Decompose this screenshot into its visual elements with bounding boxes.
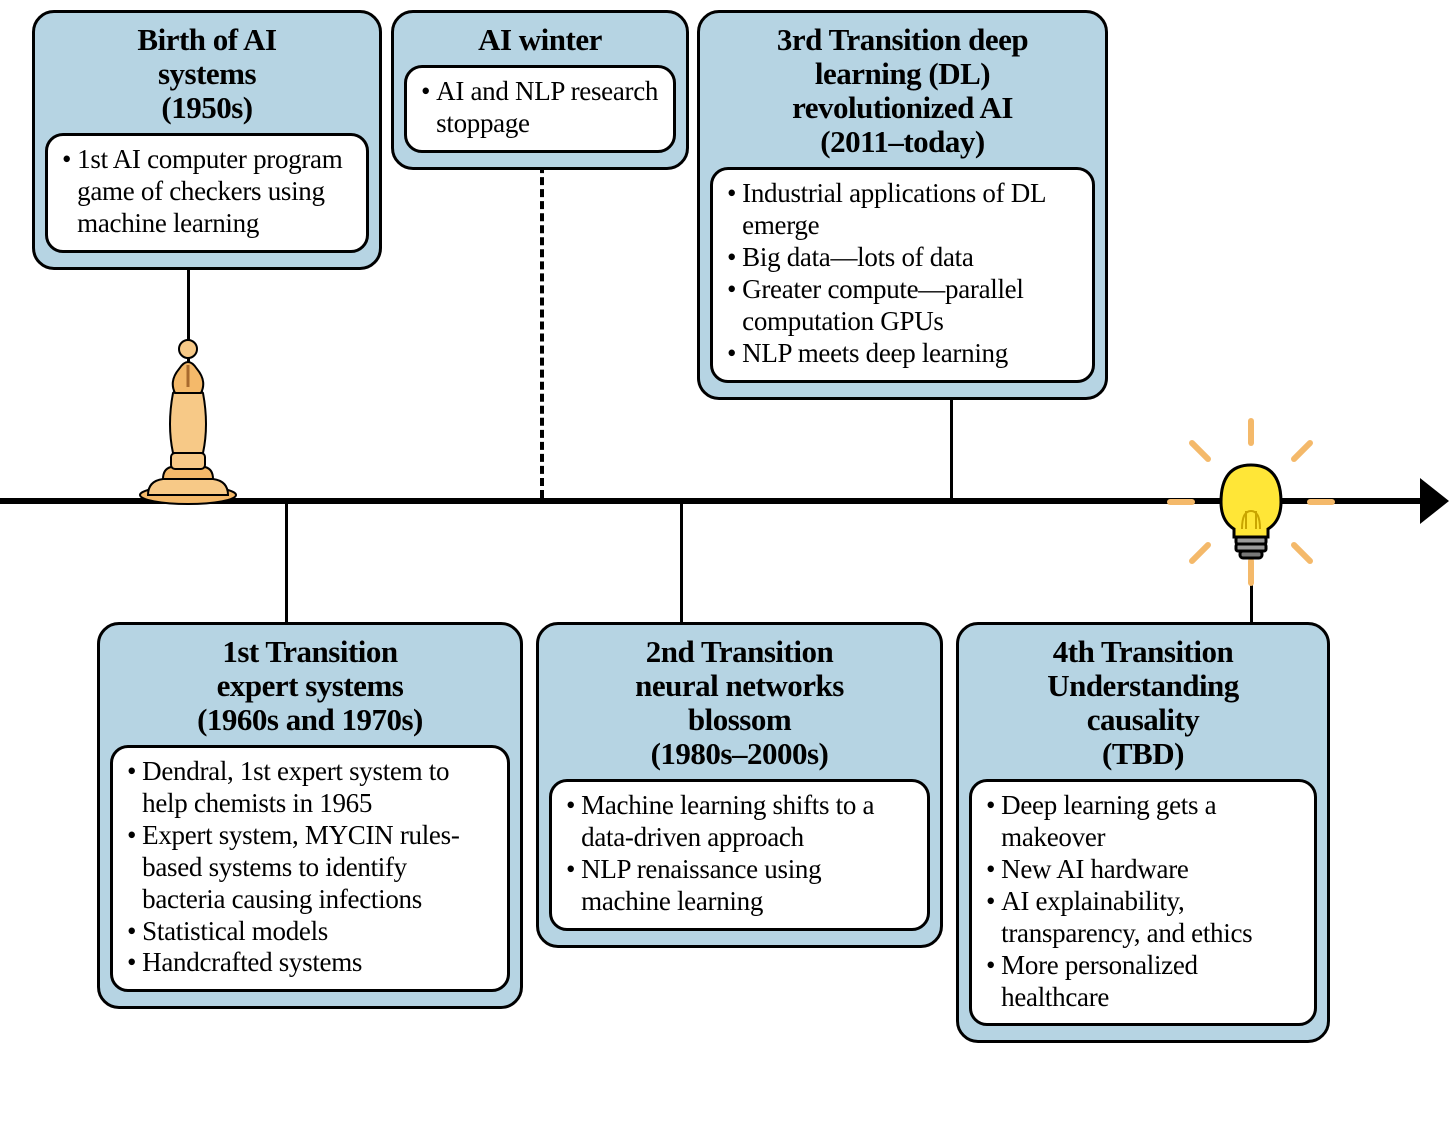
bullet-item: •Machine learning shifts to a data-drive… <box>566 790 913 854</box>
card-birth-of-ai: Birth of AI systems (1950s) •1st AI comp… <box>32 10 382 270</box>
title-line: blossom <box>555 703 924 737</box>
lightbulb-icon <box>1166 417 1336 587</box>
title-line: (1960s and 1970s) <box>116 703 504 737</box>
bullet-text: Dendral, 1st expert system to help chemi… <box>142 756 493 820</box>
card-title: 2nd Transition neural networks blossom (… <box>549 633 930 779</box>
bullet-text: Handcrafted systems <box>142 947 362 979</box>
title-line: 2nd Transition <box>555 635 924 669</box>
bullet-item: •AI and NLP research stoppage <box>421 76 659 140</box>
timeline-arrowhead <box>1420 478 1449 524</box>
card-fourth-transition: 4th Transition Understanding causality (… <box>956 622 1330 1043</box>
card-body: •Industrial applications of DL emerge •B… <box>710 167 1095 382</box>
card-body: •Machine learning shifts to a data-drive… <box>549 779 930 930</box>
title-line: (TBD) <box>975 737 1311 771</box>
bullet-item: •Big data—lots of data <box>727 242 1078 274</box>
title-line: 1st Transition <box>116 635 504 669</box>
bullet-text: New AI hardware <box>1001 854 1188 886</box>
card-title: Birth of AI systems (1950s) <box>45 21 369 133</box>
bullet-item: •Handcrafted systems <box>127 947 493 979</box>
bullet-text: NLP meets deep learning <box>742 338 1008 370</box>
connector-second <box>680 498 683 622</box>
bullet-text: Greater compute—parallel computation GPU… <box>742 274 1078 338</box>
card-ai-winter: AI winter •AI and NLP research stoppage <box>391 10 689 170</box>
card-title: 3rd Transition deep learning (DL) revolu… <box>710 21 1095 167</box>
bullet-item: •Dendral, 1st expert system to help chem… <box>127 756 493 820</box>
bullet-item: •Greater compute—parallel computation GP… <box>727 274 1078 338</box>
title-line: revolutionized AI <box>716 91 1089 125</box>
card-title: AI winter <box>404 21 676 65</box>
bullet-text: More personalized healthcare <box>1001 950 1300 1014</box>
bullet-text: Machine learning shifts to a data-driven… <box>581 790 913 854</box>
bullet-text: Expert system, MYCIN rules-based systems… <box>142 820 493 916</box>
bullet-item: •Industrial applications of DL emerge <box>727 178 1078 242</box>
title-line: expert systems <box>116 669 504 703</box>
card-title: 4th Transition Understanding causality (… <box>969 633 1317 779</box>
bullet-text: NLP renaissance using machine learning <box>581 854 913 918</box>
title-line: learning (DL) <box>716 57 1089 91</box>
bullet-item: •AI explainability, transparency, and et… <box>986 886 1300 950</box>
bullet-item: •New AI hardware <box>986 854 1300 886</box>
card-body: •AI and NLP research stoppage <box>404 65 676 153</box>
bullet-item: •Expert system, MYCIN rules-based system… <box>127 820 493 916</box>
title-line: neural networks <box>555 669 924 703</box>
bullet-item: •1st AI computer program game of checker… <box>62 144 352 240</box>
title-line: 3rd Transition deep <box>716 23 1089 57</box>
title-line: Birth of AI <box>51 23 363 57</box>
chess-bishop-icon <box>133 335 243 505</box>
bullet-text: Industrial applications of DL emerge <box>742 178 1078 242</box>
card-body: •Dendral, 1st expert system to help chem… <box>110 745 510 992</box>
card-first-transition: 1st Transition expert systems (1960s and… <box>97 622 523 1009</box>
bullet-item: •Statistical models <box>127 916 493 948</box>
title-line: (1980s–2000s) <box>555 737 924 771</box>
bullet-item: •NLP renaissance using machine learning <box>566 854 913 918</box>
title-line: Understanding <box>975 669 1311 703</box>
title-line: 4th Transition <box>975 635 1311 669</box>
title-line: systems <box>51 57 363 91</box>
card-second-transition: 2nd Transition neural networks blossom (… <box>536 622 943 948</box>
card-body: •1st AI computer program game of checker… <box>45 133 369 253</box>
bullet-text: Big data—lots of data <box>742 242 973 274</box>
bullet-item: •NLP meets deep learning <box>727 338 1078 370</box>
title-line: (1950s) <box>51 91 363 125</box>
title-line: AI winter <box>410 23 670 57</box>
bullet-text: Deep learning gets a makeover <box>1001 790 1300 854</box>
connector-first <box>285 498 288 622</box>
bullet-text: AI explainability, transparency, and eth… <box>1001 886 1300 950</box>
card-title: 1st Transition expert systems (1960s and… <box>110 633 510 745</box>
connector-winter <box>540 141 544 498</box>
bullet-item: •Deep learning gets a makeover <box>986 790 1300 854</box>
card-third-transition: 3rd Transition deep learning (DL) revolu… <box>697 10 1108 400</box>
connector-third <box>950 387 953 498</box>
bullet-text: Statistical models <box>142 916 328 948</box>
bullet-text: AI and NLP research stoppage <box>436 76 659 140</box>
title-line: causality <box>975 703 1311 737</box>
bullet-text: 1st AI computer program game of checkers… <box>77 144 352 240</box>
bullet-item: •More personalized healthcare <box>986 950 1300 1014</box>
title-line: (2011–today) <box>716 125 1089 159</box>
card-body: •Deep learning gets a makeover •New AI h… <box>969 779 1317 1026</box>
